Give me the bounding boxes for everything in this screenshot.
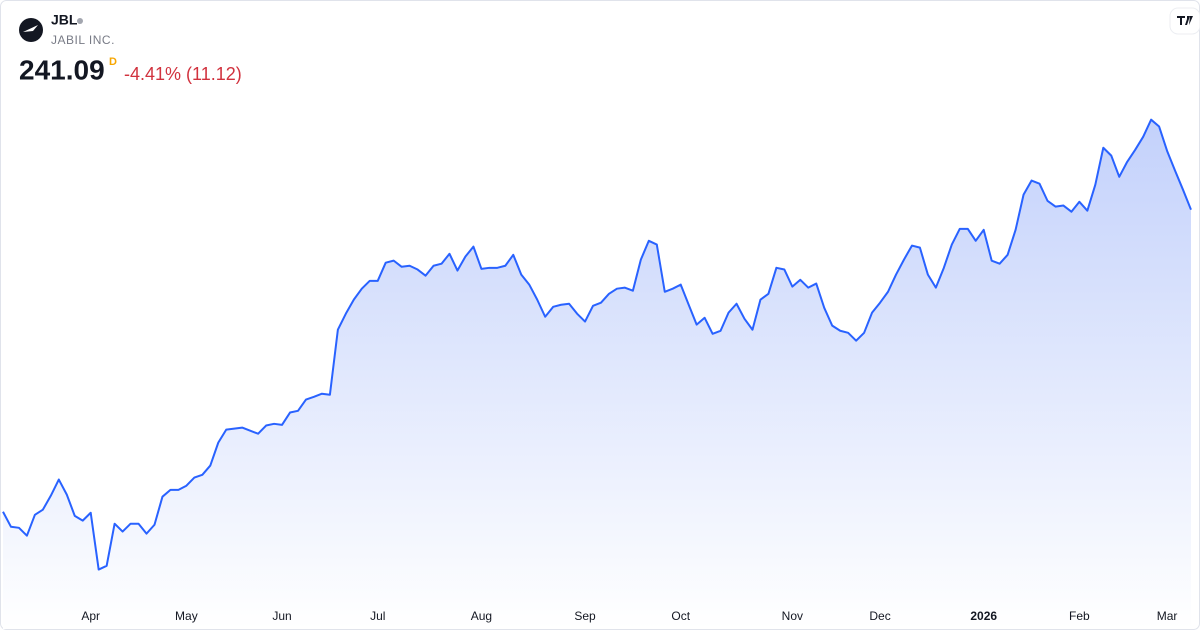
brand-badge <box>1169 7 1200 35</box>
price: 241.09 <box>19 54 105 85</box>
x-tick-label: 2026 <box>970 609 997 623</box>
status-dot <box>77 18 83 24</box>
x-tick-label: Oct <box>671 609 690 623</box>
x-tick-label: Aug <box>471 609 492 623</box>
x-tick-label: Apr <box>81 609 100 623</box>
price-line <box>2 118 1192 571</box>
ticker: JBL <box>51 12 78 28</box>
brand-logo <box>1177 16 1193 25</box>
x-tick-label: Mar <box>1157 609 1178 623</box>
x-tick-label: May <box>175 609 198 623</box>
interval: D <box>109 56 117 68</box>
x-tick-label: Dec <box>869 609 890 623</box>
x-tick-label: Jun <box>272 609 291 623</box>
x-tick-label: Sep <box>574 609 596 623</box>
x-tick-label: Nov <box>782 609 803 623</box>
plot-area <box>2 118 1192 630</box>
area-fill <box>3 119 1191 630</box>
change: -4.41% (11.12) <box>124 64 242 84</box>
company-name: JABIL INC. <box>51 33 115 47</box>
x-tick-label: Jul <box>370 609 385 623</box>
logo-mark <box>23 25 38 32</box>
x-tick-label: Feb <box>1069 609 1090 623</box>
